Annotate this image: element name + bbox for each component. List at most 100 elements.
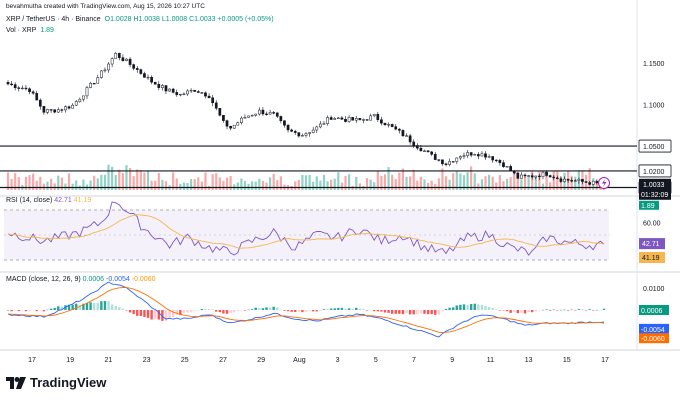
macd-histogram-bar <box>487 306 491 310</box>
candle-body <box>484 153 487 158</box>
candle-body <box>512 170 516 174</box>
candle-body <box>60 109 64 111</box>
macd-histogram-bar <box>437 310 441 315</box>
macd-histogram-bar <box>222 310 225 314</box>
macd-histogram-bar <box>373 310 376 312</box>
volume-bar <box>186 182 189 190</box>
candle-body <box>218 108 222 116</box>
volume-bar <box>107 164 110 190</box>
candle-body <box>584 181 588 183</box>
volume-bar <box>365 178 369 190</box>
macd-histogram-bar <box>110 304 114 310</box>
macd-histogram-bar <box>229 310 232 314</box>
volume-bar <box>355 176 358 190</box>
candle-body <box>279 116 283 122</box>
candle-body <box>365 119 369 121</box>
candle-body <box>555 177 559 180</box>
candle-body <box>168 88 171 92</box>
macd-histogram-bar <box>394 310 397 314</box>
macd-histogram-bar <box>261 308 265 310</box>
macd-signal-box <box>639 333 669 344</box>
candle-body <box>315 126 319 131</box>
volume-bar <box>459 173 462 190</box>
volume-bar <box>416 180 419 190</box>
candle-body <box>171 88 175 93</box>
time-axis-tick: 27 <box>219 357 227 364</box>
candle-body <box>577 179 581 181</box>
volume-bar <box>333 178 336 190</box>
macd-signal-value: -0.0060 <box>131 276 156 283</box>
price-labels: 1.0033 01:32:09 1.89 <box>639 178 671 210</box>
macd-signal-text: -0.0060 <box>641 336 665 343</box>
candle-body <box>570 180 574 182</box>
macd-histogram-bar <box>462 304 466 310</box>
macd-histogram-bar <box>516 310 520 314</box>
volume-bar <box>6 172 10 190</box>
macd-histogram-bar <box>107 301 110 310</box>
candle-body <box>527 175 530 177</box>
volume-bar <box>405 176 408 190</box>
candle-body <box>286 124 290 131</box>
candle-body <box>563 178 566 182</box>
macd-histogram-bar <box>390 310 394 314</box>
macd-histogram-bar <box>46 309 49 311</box>
macd-histogram-bar <box>89 302 92 310</box>
macd-histogram-bar <box>171 310 175 318</box>
candle-body <box>523 174 527 177</box>
macd-histogram-bar <box>265 307 268 310</box>
volume-bar <box>455 170 458 190</box>
macd-histogram-bar <box>365 310 369 311</box>
macd-histogram-bar <box>534 310 537 312</box>
candle-body <box>394 126 398 130</box>
horizontal-levels[interactable] <box>0 145 637 189</box>
candle-body <box>222 115 225 121</box>
volume-bar <box>452 173 455 190</box>
macd-line-text: -0.0054 <box>641 327 665 334</box>
volume-value: 1.89 <box>40 27 54 34</box>
volume-bar <box>42 183 46 190</box>
candle-body <box>121 57 125 61</box>
macd-histogram-bar <box>311 310 315 312</box>
candle-body <box>254 113 258 116</box>
macd-histogram-bar <box>563 309 566 311</box>
macd-histogram-bar <box>39 310 42 311</box>
volume-bar <box>466 172 469 190</box>
candle-body <box>405 135 408 137</box>
rsi-label[interactable]: RSI (14, close) <box>6 197 53 204</box>
macd-histogram-bar <box>319 310 322 311</box>
macd-histogram-bar <box>28 310 31 312</box>
candle-body <box>13 84 17 89</box>
macd-histogram-bar <box>96 302 99 310</box>
macd-histogram-bar <box>322 309 326 310</box>
macd-histogram-bar <box>441 310 444 312</box>
candle-body <box>301 135 304 137</box>
candle-body <box>143 73 146 78</box>
volume-bar <box>164 181 168 190</box>
volume-bar <box>509 177 512 190</box>
candle-body <box>261 109 265 115</box>
macd-histogram-bar <box>588 309 591 310</box>
candle-body <box>89 82 92 88</box>
lightning-icon[interactable] <box>598 177 610 189</box>
candle-body <box>139 69 143 74</box>
volume-bar <box>179 183 182 190</box>
candle-body <box>459 156 462 159</box>
volume-value-text: 1.89 <box>641 203 655 210</box>
volume-label[interactable]: Vol · XRP <box>6 27 37 34</box>
macd-histogram-bar <box>592 310 595 311</box>
macd-histogram-bar <box>369 310 372 311</box>
macd-histogram-bar <box>595 309 599 311</box>
volume-bar <box>441 168 444 190</box>
symbol-title[interactable]: XRP / TetherUS · 4h · Binance <box>6 16 101 23</box>
macd-histogram-bar <box>128 310 132 313</box>
macd-label[interactable]: MACD (close, 12, 26, 9) <box>6 276 81 283</box>
macd-histogram-bar <box>6 310 10 311</box>
volume-bar <box>337 172 340 190</box>
macd-histogram-bar <box>502 310 505 311</box>
macd-histogram-bar <box>232 310 236 313</box>
volume-bar <box>96 178 99 190</box>
macd-histogram-bar <box>584 310 588 311</box>
candles[interactable] <box>6 51 606 187</box>
